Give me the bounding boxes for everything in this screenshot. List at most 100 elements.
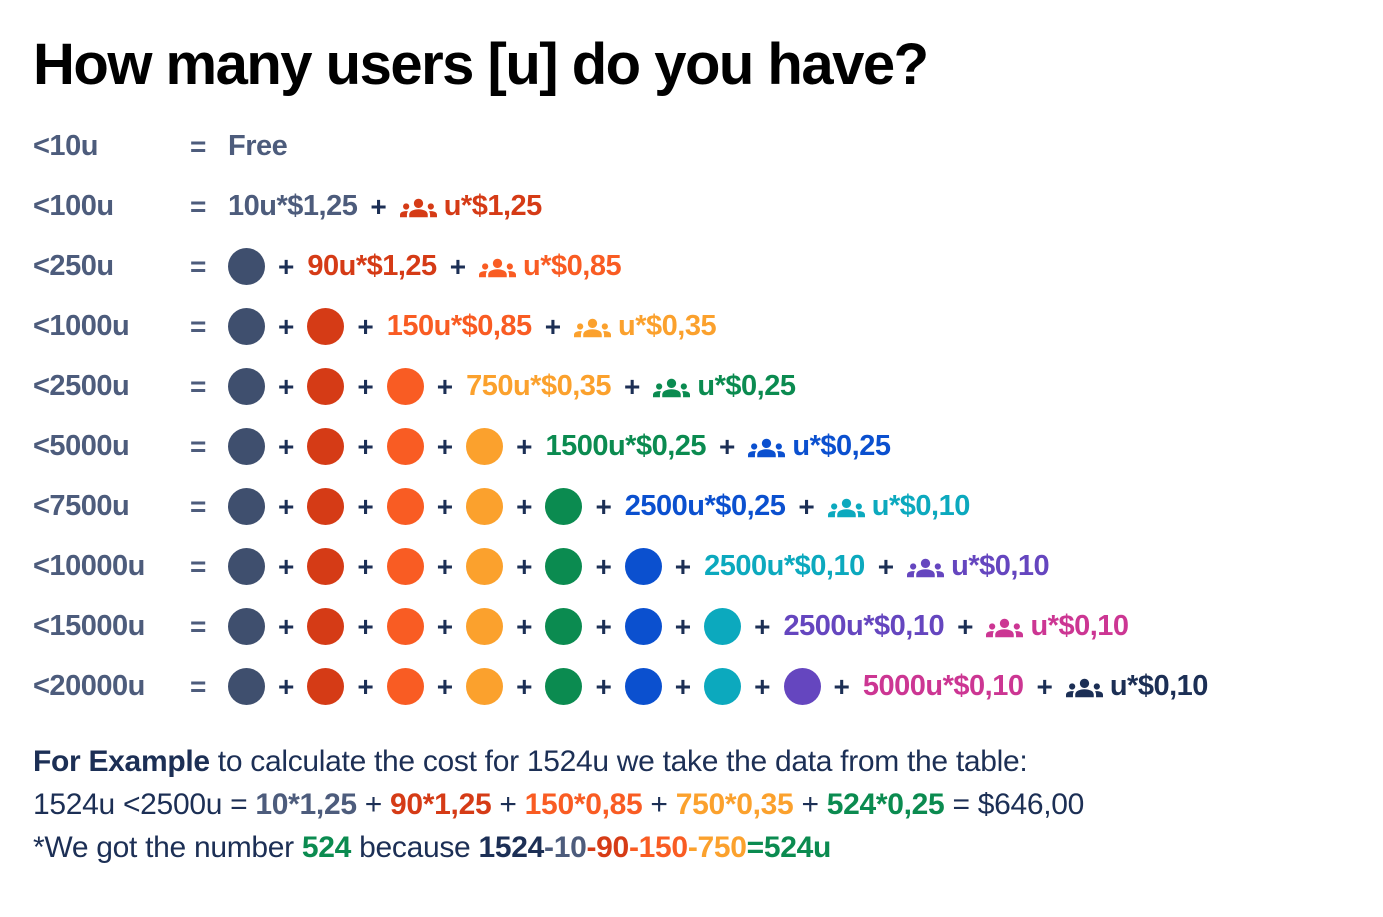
plus-sign: + — [516, 490, 533, 522]
tier-dot — [228, 428, 265, 466]
tier-dot — [624, 608, 662, 646]
plus-sign: + — [436, 610, 454, 642]
example-paragraph: For Example to calculate the cost for 15… — [33, 740, 1363, 869]
plus-sign: + — [436, 670, 454, 702]
example-segment: to calculate the cost for 1524u we take … — [209, 744, 1028, 778]
example-segment: -750 — [687, 830, 747, 864]
tier-formula-items: +90u*$1,25 + u*$0,85 — [228, 248, 622, 286]
plus-sign: + — [516, 610, 533, 642]
example-segment: = $646,00 — [944, 787, 1085, 821]
new-users-term: u*$0,10 — [827, 490, 971, 523]
example-segment: 10*1,25 — [255, 787, 357, 821]
tier-dot — [228, 548, 265, 586]
new-users-term: u*$0,10 — [1065, 670, 1208, 703]
plus-sign: + — [595, 490, 612, 522]
plus-sign: + — [674, 550, 692, 582]
plus-sign: + — [674, 610, 692, 642]
pricing-row: <15000u = + + + + + + +2500u*$0,10 + u*$0,10 — [33, 597, 1363, 657]
pricing-row: <5000u = + + + +1500u*$0,25 + u*$0,25 — [33, 417, 1363, 477]
example-segment: + — [491, 787, 525, 821]
tier-dot — [466, 488, 504, 526]
plus-sign: + — [674, 670, 692, 702]
tier-formula-items: + + + + +2500u*$0,25 + u*$0,10 — [228, 488, 971, 526]
equals-sign: = — [190, 610, 207, 642]
example-segment: 150*0,85 — [524, 787, 643, 821]
tier-formula-items: Free — [228, 130, 288, 163]
tier-dot — [466, 428, 504, 466]
pricing-row: <2500u = + + +750u*$0,35 + u*$0,25 — [33, 357, 1363, 417]
tier-dot — [624, 548, 662, 586]
tier-label: <250u — [33, 250, 114, 283]
plus-sign: + — [719, 430, 736, 462]
plus-sign: + — [357, 670, 374, 702]
example-segment: -90 — [586, 830, 629, 864]
plus-sign: + — [357, 370, 374, 402]
new-users-term: u*$0,10 — [907, 550, 1050, 583]
tier-dot — [386, 488, 424, 526]
price-formula: 1500u*$0,25 — [545, 430, 707, 463]
tier-label: <100u — [33, 190, 114, 223]
price-formula: 2500u*$0,10 — [704, 550, 865, 583]
pricing-tier-table: <10u = Free <100u = 10u*$1,25 + u*$1,25 <250u = +… — [33, 117, 1363, 717]
plus-sign: + — [624, 370, 641, 402]
tier-dot — [386, 428, 424, 466]
users-group-icon — [574, 318, 612, 338]
pricing-row: <100u = 10u*$1,25 + u*$1,25 — [33, 177, 1363, 237]
plus-sign: + — [357, 550, 374, 582]
price-formula: 2500u*$0,10 — [783, 610, 945, 643]
tier-dot — [545, 668, 583, 706]
plus-sign: + — [278, 490, 295, 522]
tier-dot — [228, 488, 265, 526]
tier-label: <1000u — [33, 310, 130, 343]
equals-sign: = — [190, 190, 207, 222]
tier-dot — [307, 488, 345, 526]
equals-sign: = — [190, 370, 207, 402]
users-group-icon — [827, 498, 865, 518]
tier-formula-items: + + + + + +2500u*$0,10 + u*$0,10 — [228, 548, 1050, 586]
tier-dot — [386, 608, 424, 646]
tier-label: <10000u — [33, 550, 145, 583]
plus-sign: + — [544, 310, 562, 342]
plus-sign: + — [278, 310, 295, 342]
plus-sign: + — [370, 190, 387, 222]
example-segment: -10 — [544, 830, 587, 864]
plus-sign: + — [595, 670, 612, 702]
price-formula: u*$0,10 — [951, 550, 1050, 583]
pricing-row: <10000u = + + + + + +2500u*$0,10 + u*$0,10 — [33, 537, 1363, 597]
tier-label: <2500u — [33, 370, 130, 403]
price-formula: u*$1,25 — [443, 190, 543, 223]
tier-dot — [386, 548, 424, 586]
price-formula: 750u*$0,35 — [466, 370, 612, 403]
new-users-term: u*$0,25 — [653, 370, 796, 403]
plus-sign: + — [278, 550, 295, 582]
tier-label: <15000u — [33, 610, 145, 643]
example-segment: because — [351, 830, 479, 864]
example-segment: 750*0,35 — [675, 787, 794, 821]
price-formula: 5000u*$0,10 — [862, 670, 1024, 703]
tier-formula-items: + + +750u*$0,35 + u*$0,25 — [228, 368, 796, 406]
tier-label: <10u — [33, 130, 98, 163]
tier-dot — [466, 668, 504, 706]
tier-dot — [704, 608, 742, 646]
tier-dot — [466, 608, 504, 646]
example-segment: For Example — [33, 744, 210, 778]
tier-dot — [466, 548, 504, 586]
plus-sign: + — [957, 610, 974, 642]
plus-sign: + — [357, 610, 374, 642]
example-segment: 1524u <2500u = — [33, 787, 256, 821]
plus-sign: + — [595, 550, 612, 582]
users-group-icon — [1065, 678, 1103, 698]
users-group-icon — [479, 258, 517, 278]
price-formula: u*$0,10 — [871, 490, 971, 523]
example-segment: + — [642, 787, 676, 821]
plus-sign: + — [449, 250, 467, 282]
pricing-row: <7500u = + + + + +2500u*$0,25 + u*$0,10 — [33, 477, 1363, 537]
example-segment: + — [356, 787, 391, 821]
price-formula: u*$0,85 — [523, 250, 622, 283]
tier-dot — [228, 608, 265, 646]
example-line: 1524u <2500u = 10*1,25 + 90*1,25 + 150*0… — [33, 783, 1363, 826]
equals-sign: = — [190, 430, 207, 462]
plus-sign: + — [436, 430, 454, 462]
plus-sign: + — [516, 670, 533, 702]
tier-dot — [545, 608, 583, 646]
